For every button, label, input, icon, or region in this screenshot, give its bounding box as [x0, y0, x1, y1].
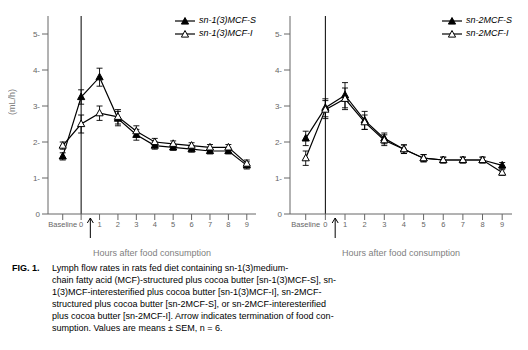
svg-text:3: 3: [134, 220, 138, 229]
svg-text:7: 7: [461, 220, 465, 229]
svg-text:2-: 2-: [275, 138, 282, 147]
svg-text:6: 6: [441, 220, 445, 229]
svg-text:4: 4: [402, 220, 406, 229]
svg-text:0: 0: [36, 210, 41, 219]
svg-text:5: 5: [422, 220, 426, 229]
html-text:structured plus cocoa butter [: structured plus cocoa butter [sn-2MCF-S]…: [52, 299, 327, 309]
svg-text:9: 9: [500, 220, 504, 229]
svg-text:3: 3: [382, 220, 386, 229]
svg-text:1-: 1-: [275, 174, 282, 183]
svg-text:3-: 3-: [275, 102, 282, 111]
svg-text:7: 7: [208, 220, 212, 229]
svg-text:0: 0: [323, 220, 327, 229]
svg-text:8: 8: [480, 220, 484, 229]
svg-text:1: 1: [343, 220, 347, 229]
svg-text:6: 6: [189, 220, 193, 229]
svg-text:Hours after food consumption: Hours after food consumption: [342, 248, 460, 258]
svg-text:4-: 4-: [33, 66, 40, 75]
html-text:1(3)MCF-interesterified plus c: 1(3)MCF-interesterified plus cocoa butte…: [52, 287, 322, 297]
svg-text:5: 5: [171, 220, 175, 229]
html-text:sumption. Values are means ± S: sumption. Values are means ± SEM, n = 6.: [52, 323, 223, 333]
svg-text:3-: 3-: [33, 102, 40, 111]
html-text:sn-2MCF-I: sn-2MCF-I: [466, 28, 509, 38]
html-text:Lymph flow rates in rats fed d: Lymph flow rates in rats fed diet contai…: [52, 263, 289, 273]
svg-text:9: 9: [245, 220, 249, 229]
html-text:plus cocoa butter [sn-2MCF-I].: plus cocoa butter [sn-2MCF-I]. Arrow ind…: [52, 311, 334, 321]
html-text:sn-1(3)MCF-I: sn-1(3)MCF-I: [199, 28, 253, 38]
svg-text:2: 2: [116, 220, 120, 229]
svg-text:5-: 5-: [33, 30, 40, 39]
svg-text:1: 1: [97, 220, 101, 229]
svg-text:Baseline: Baseline: [291, 220, 320, 229]
svg-text:0: 0: [278, 210, 283, 219]
svg-text:(mL/h): (mL/h): [8, 89, 17, 115]
html-text:sn-1(3)MCF-S: sn-1(3)MCF-S: [199, 15, 256, 25]
svg-text:0: 0: [79, 220, 83, 229]
html-text:sn-2MCF-S: sn-2MCF-S: [466, 15, 512, 25]
svg-text:Baseline: Baseline: [48, 220, 77, 229]
svg-text:2: 2: [363, 220, 367, 229]
svg-text:5-: 5-: [275, 30, 282, 39]
svg-text:4: 4: [153, 220, 157, 229]
svg-text:1-: 1-: [33, 174, 40, 183]
svg-text:2-: 2-: [33, 138, 40, 147]
svg-text:Hours after food consumption: Hours after food consumption: [93, 248, 211, 258]
svg-text:8: 8: [226, 220, 230, 229]
html-text:FIG. 1.: FIG. 1.: [12, 263, 40, 273]
html-text:chain fatty acid (MCF)-structu: chain fatty acid (MCF)-structured plus c…: [52, 275, 337, 285]
svg-text:4-: 4-: [275, 66, 282, 75]
